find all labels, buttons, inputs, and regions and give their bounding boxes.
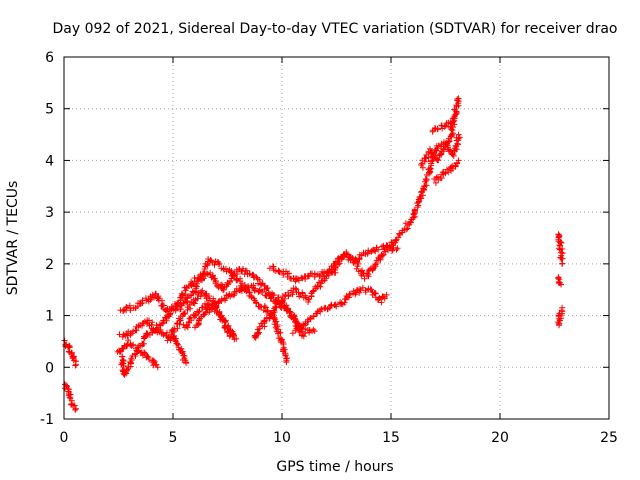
y-tick-label: 6 [45, 50, 54, 66]
chart-title: Day 092 of 2021, Sidereal Day-to-day VTE… [52, 21, 617, 37]
y-tick-label: 0 [45, 360, 54, 376]
x-axis-label: GPS time / hours [276, 459, 393, 475]
y-tick-label: 4 [45, 153, 54, 169]
y-axis-ticks: -1 0 1 2 3 4 5 6 [40, 50, 609, 428]
x-axis-ticks: 0 5 10 15 20 25 [60, 57, 618, 446]
x-tick-label: 15 [382, 430, 400, 446]
x-tick-label: 10 [273, 430, 291, 446]
x-tick-label: 0 [60, 430, 69, 446]
y-tick-label: 3 [45, 205, 54, 221]
y-tick-label: -1 [40, 412, 54, 428]
y-tick-label: 2 [45, 257, 54, 273]
y-axis-label: SDTVAR / TECUs [5, 181, 21, 296]
x-tick-label: 5 [169, 430, 178, 446]
y-tick-label: 5 [45, 102, 54, 118]
y-tick-label: 1 [45, 309, 54, 325]
x-tick-label: 25 [600, 430, 618, 446]
x-tick-label: 20 [491, 430, 509, 446]
plot-frame [63, 56, 610, 420]
